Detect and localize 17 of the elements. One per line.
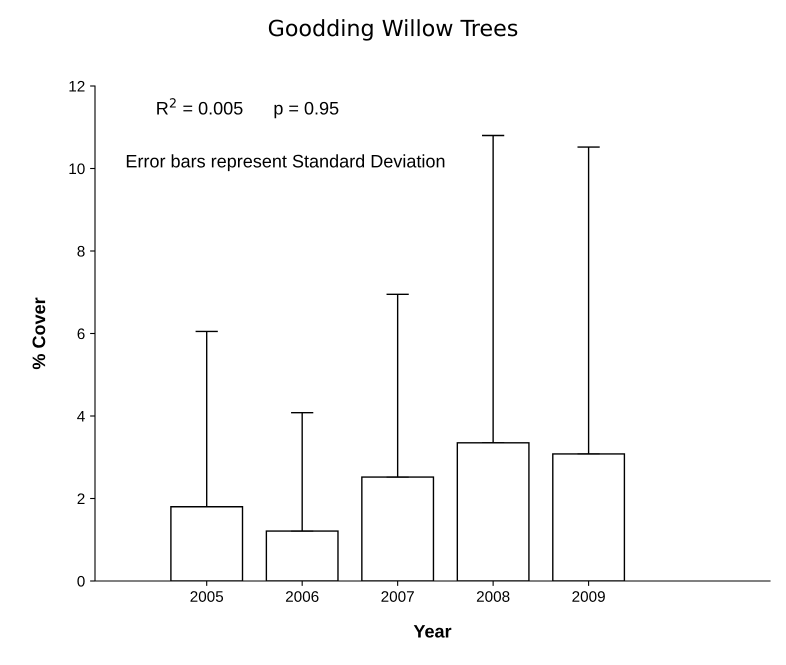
x-tick-label: 2006 <box>286 591 318 602</box>
y-tick-label: 8 <box>77 246 85 257</box>
y-axis-title: % Cover <box>32 298 46 370</box>
y-tick-label: 12 <box>69 80 85 92</box>
x-tick-label: 2008 <box>476 591 510 602</box>
y-tick-label: 6 <box>78 328 85 340</box>
y-tick-label: 4 <box>77 411 85 422</box>
x-axis-title: Year <box>414 625 452 638</box>
chart-title: Goodding Willow Trees <box>268 19 518 41</box>
x-tick-label: 2007 <box>381 591 414 602</box>
y-tick-label: 2 <box>78 493 85 504</box>
x-tick-label: 2005 <box>190 591 224 602</box>
annotation: R$^{2}$ = 0.005 p = 0.95 <box>157 98 338 118</box>
y-tick-label: 10 <box>69 163 85 174</box>
y-tick-label: 0 <box>77 576 85 587</box>
x-tick-label: 2009 <box>572 591 605 602</box>
annotation: Error bars represent Standard Deviation <box>126 154 444 172</box>
